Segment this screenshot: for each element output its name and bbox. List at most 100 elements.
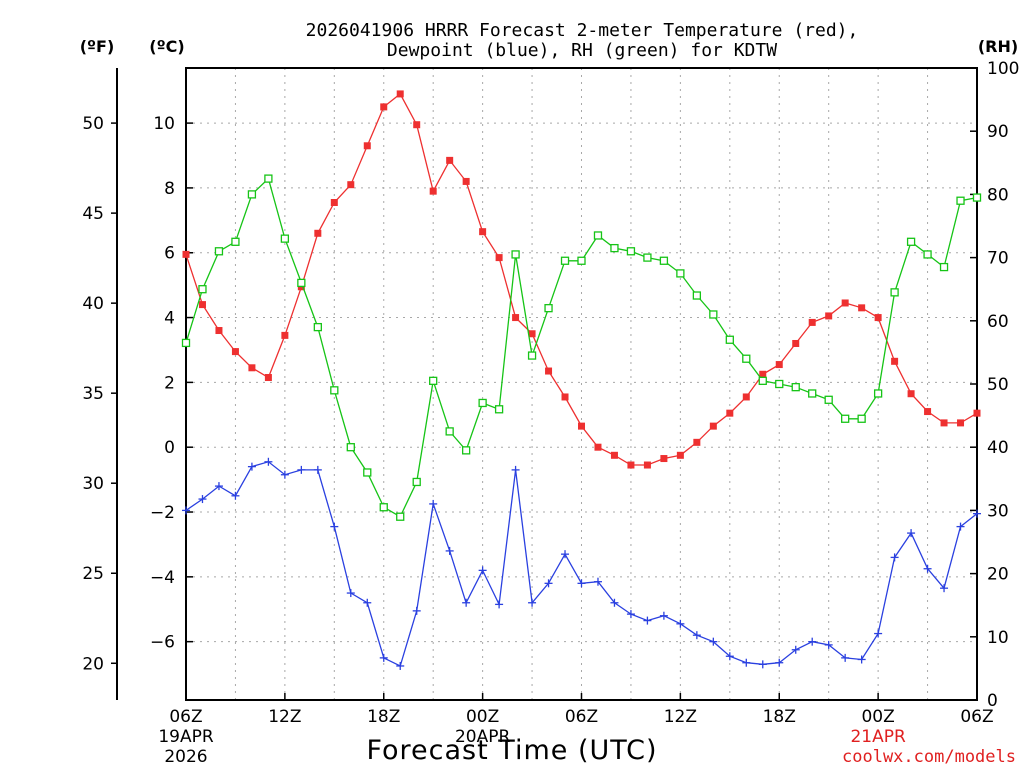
c-tick-label: −6 xyxy=(150,633,175,653)
data-point-temperature xyxy=(676,451,684,459)
data-point-dewpoint xyxy=(593,577,602,586)
data-point-temperature xyxy=(775,361,783,369)
data-point-rh xyxy=(330,386,339,395)
f-tick-label: 20 xyxy=(82,654,104,674)
data-point-rh xyxy=(478,398,487,408)
data-point-dewpoint xyxy=(396,661,405,670)
data-point-temperature xyxy=(429,187,437,195)
data-point-rh xyxy=(577,256,586,265)
data-point-temperature xyxy=(924,408,932,416)
data-point-dewpoint xyxy=(808,637,817,646)
data-point-rh xyxy=(280,234,290,243)
data-point-temperature xyxy=(363,142,371,150)
data-point-dewpoint xyxy=(758,660,767,669)
data-point-temperature xyxy=(594,443,602,451)
chart-title-line1: 2026041906 HRRR Forecast 2-meter Tempera… xyxy=(306,20,859,41)
data-point-dewpoint xyxy=(841,653,850,662)
data-point-temperature xyxy=(660,455,668,463)
data-point-dewpoint xyxy=(775,658,784,667)
data-point-temperature xyxy=(413,121,421,129)
data-point-temperature xyxy=(973,409,981,417)
c-tick-label: −2 xyxy=(150,503,175,523)
rh-tick-label: 90 xyxy=(987,122,1009,142)
f-tick-label: 40 xyxy=(82,294,104,314)
data-point-temperature xyxy=(215,327,223,335)
data-point-dewpoint xyxy=(692,631,701,640)
data-point-temperature xyxy=(825,312,833,320)
data-point-dewpoint xyxy=(495,600,504,609)
data-point-rh xyxy=(692,291,702,300)
data-point-dewpoint xyxy=(544,579,553,588)
data-point-temperature xyxy=(198,301,206,309)
x-tick-label: 00Z xyxy=(466,707,499,727)
data-point-rh xyxy=(758,376,767,385)
data-point-rh xyxy=(544,304,553,313)
c-tick-label: 8 xyxy=(164,179,175,199)
data-point-rh xyxy=(676,269,685,278)
data-point-temperature xyxy=(578,422,585,430)
data-point-rh xyxy=(429,376,438,385)
data-point-rh xyxy=(412,477,421,487)
data-point-rh xyxy=(363,468,372,477)
data-point-rh xyxy=(346,443,355,452)
data-point-temperature xyxy=(462,177,470,185)
x-tick-label: 18Z xyxy=(763,707,796,727)
data-point-rh xyxy=(511,250,520,259)
data-point-rh xyxy=(873,389,883,398)
data-point-temperature xyxy=(347,181,355,189)
data-point-rh xyxy=(791,383,800,392)
data-point-dewpoint xyxy=(445,546,454,555)
data-point-dewpoint xyxy=(940,584,949,593)
data-point-rh xyxy=(824,395,833,404)
rh-tick-label: 0 xyxy=(987,691,998,711)
data-point-dewpoint xyxy=(264,457,273,466)
data-point-temperature xyxy=(858,304,866,312)
data-point-dewpoint xyxy=(297,465,306,474)
data-point-dewpoint xyxy=(198,495,207,504)
data-point-dewpoint xyxy=(478,566,487,575)
data-point-temperature xyxy=(281,331,289,339)
data-point-rh xyxy=(198,285,207,294)
x-tick-label: 18Z xyxy=(367,707,400,727)
c-tick-label: 2 xyxy=(164,373,175,393)
data-point-temperature xyxy=(808,318,816,326)
unit-label-rh: (RH) xyxy=(978,37,1018,56)
data-point-rh xyxy=(297,278,306,288)
x-tick-label: 06Z xyxy=(960,707,993,727)
data-point-dewpoint xyxy=(791,645,800,654)
data-point-temperature xyxy=(841,299,849,307)
rh-tick-label: 70 xyxy=(987,249,1009,269)
data-point-temperature xyxy=(742,393,750,401)
data-point-dewpoint xyxy=(330,522,339,531)
rh-tick-label: 40 xyxy=(987,438,1009,458)
data-point-rh xyxy=(396,512,405,521)
data-point-temperature xyxy=(314,229,322,237)
data-point-rh xyxy=(214,247,224,256)
data-point-dewpoint xyxy=(528,598,537,607)
f-tick-label: 50 xyxy=(82,114,104,134)
data-point-dewpoint xyxy=(923,564,932,573)
data-point-temperature xyxy=(643,461,651,469)
f-tick-label: 25 xyxy=(82,564,104,584)
data-point-dewpoint xyxy=(676,619,685,628)
data-point-dewpoint xyxy=(874,629,883,638)
c-tick-label: 10 xyxy=(153,114,175,134)
data-point-rh xyxy=(775,379,784,389)
data-point-dewpoint xyxy=(890,553,899,562)
c-tick-label: 4 xyxy=(164,309,175,329)
data-point-dewpoint xyxy=(346,589,355,598)
data-point-temperature xyxy=(545,367,553,375)
data-point-dewpoint xyxy=(907,529,916,538)
data-point-dewpoint xyxy=(231,491,240,500)
data-point-rh xyxy=(923,250,932,259)
data-point-temperature xyxy=(495,254,503,262)
x-tick-label: 12Z xyxy=(268,707,301,727)
data-point-rh xyxy=(906,237,916,246)
rh-tick-label: 60 xyxy=(987,312,1009,332)
data-point-rh xyxy=(461,446,471,455)
data-point-rh xyxy=(972,193,982,202)
data-point-rh xyxy=(742,354,751,363)
data-point-temperature xyxy=(512,314,520,322)
data-point-temperature xyxy=(561,393,569,401)
